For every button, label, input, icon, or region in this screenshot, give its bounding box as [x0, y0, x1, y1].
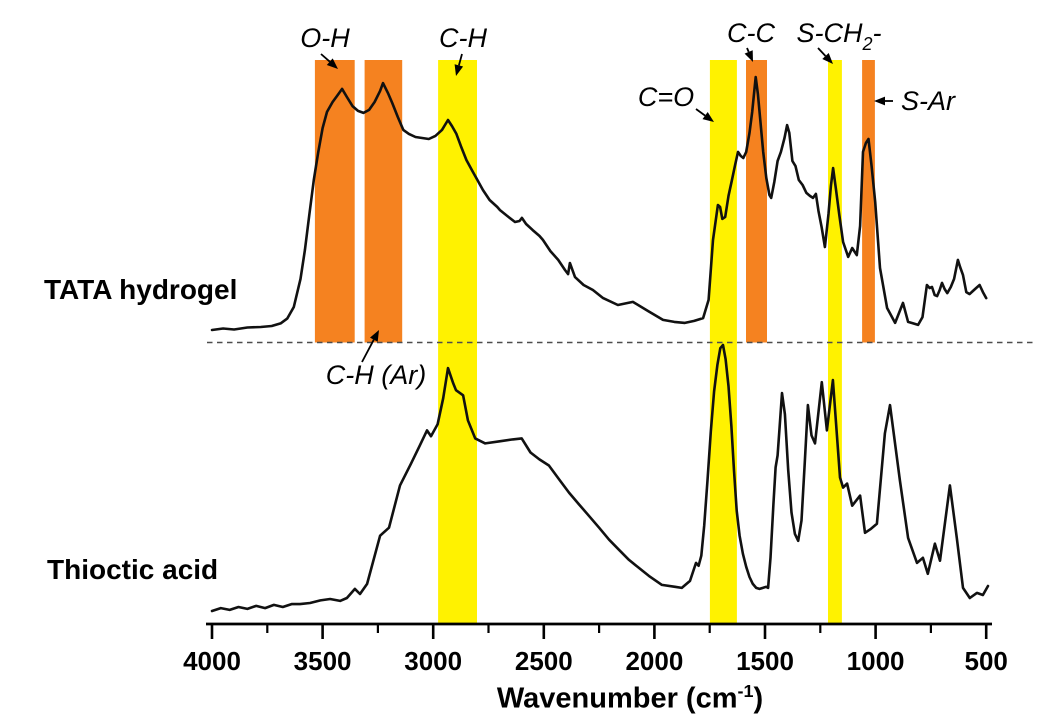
highlight-band-o-h — [314, 60, 355, 343]
x-axis-tick-label-500: 500 — [965, 646, 1008, 676]
x-axis-tick-label-1500: 1500 — [736, 646, 794, 676]
annotation-o-h: O-H — [300, 23, 350, 53]
annotation-s-ar: S-Ar — [901, 86, 956, 116]
annotation-c-h: C-H — [439, 23, 487, 53]
x-axis-tick-label-2000: 2000 — [625, 646, 683, 676]
spectrum-curve-thioctic-acid — [210, 343, 990, 613]
highlight-band-s-ar — [862, 60, 875, 343]
annotation-c-h-ar: C-H (Ar) — [326, 360, 426, 390]
annotation-arrow-line-c-c — [746, 47, 750, 53]
annotation-arrow-line-s-ch — [817, 47, 827, 57]
highlight-band-c-o — [709, 60, 737, 624]
annotation-arrow-line-c-o — [695, 108, 706, 117]
series-label-tata-hydrogel: TATA hydrogel — [44, 274, 238, 305]
x-axis-title: Wavenumber (cm-1) — [496, 681, 764, 715]
x-axis-tick-label-3000: 3000 — [404, 646, 462, 676]
annotation-c-c: C-C — [727, 18, 775, 48]
x-axis-tick-label-3500: 3500 — [294, 646, 352, 676]
annotation-arrow-line-o-h — [320, 53, 331, 63]
x-axis-tick-label-4000: 4000 — [183, 646, 241, 676]
series-label-thioctic-acid: Thioctic acid — [47, 554, 219, 585]
highlight-band-c-c — [746, 60, 767, 343]
annotation-arrow-head-c-o — [702, 112, 714, 122]
annotation-arrow-head-c-c — [744, 50, 753, 62]
annotation-arrow-line-c-h — [458, 53, 463, 66]
annotation-arrow-head-s-ch — [822, 53, 833, 64]
annotation-arrow-line-c-h-ar — [361, 339, 375, 363]
annotation-arrow-head-c-h-ar — [370, 330, 379, 342]
x-axis-tick-label-2500: 2500 — [515, 646, 573, 676]
annotation-c-o: C=O — [638, 82, 694, 112]
annotation-arrow-head-o-h — [326, 58, 338, 69]
annotation-arrow-head-s-ar — [874, 96, 885, 106]
highlight-band-c-h-ar — [364, 60, 403, 343]
x-axis-tick-label-1000: 1000 — [847, 646, 905, 676]
annotation-arrow-head-c-h — [454, 64, 464, 76]
annotation-s-ch: S-CH2​- — [796, 18, 881, 54]
spectrum-curve-tata-hydrogel — [210, 75, 988, 332]
